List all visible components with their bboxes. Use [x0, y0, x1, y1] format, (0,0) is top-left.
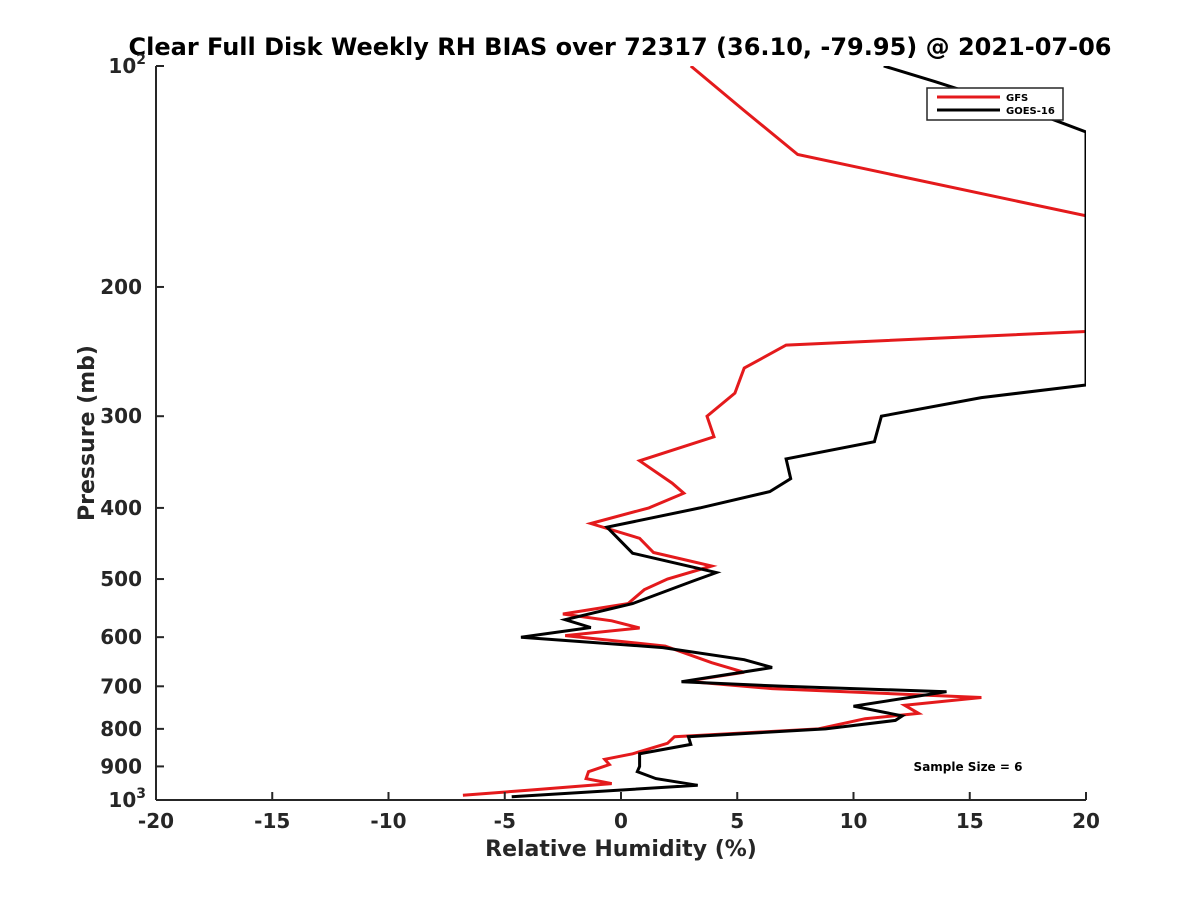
legend-label-goes-16: GOES-16: [1006, 106, 1055, 117]
y-tick-label: 400: [100, 496, 142, 520]
y-axis-ticks: 102 200 300 400 500 600 700 800 900 103: [100, 52, 164, 812]
x-tick-label: -15: [254, 809, 290, 833]
x-tick-label: -5: [494, 809, 516, 833]
x-tick-label: -20: [138, 809, 174, 833]
series-line-goes-16: [511, 66, 1086, 799]
x-tick-label: 15: [956, 809, 984, 833]
y-tick-label: 103: [108, 786, 146, 812]
x-tick-label: 5: [730, 809, 744, 833]
y-tick-label: 500: [100, 567, 142, 591]
legend: GFS GOES-16: [926, 87, 1064, 121]
y-tick-label: 102: [108, 52, 146, 78]
sample-size-annotation: Sample Size = 6: [914, 760, 1023, 774]
y-tick-label: 900: [100, 754, 142, 778]
plot-area: -20 -15 -10 -5 0 5 10 15 20 102 200 300 400 500 600 70…: [100, 52, 1100, 833]
y-tick-label: 300: [100, 404, 142, 428]
y-tick-label: 800: [100, 717, 142, 741]
y-tick-label: 700: [100, 674, 142, 698]
x-tick-label: -10: [370, 809, 406, 833]
x-tick-label: 10: [840, 809, 868, 833]
series-line-gfs: [462, 66, 1086, 797]
x-tick-label: 20: [1072, 809, 1100, 833]
chart-title: Clear Full Disk Weekly RH BIAS over 7231…: [129, 33, 1112, 61]
x-axis-ticks: -20 -15 -10 -5 0 5 10 15 20: [138, 792, 1100, 833]
legend-box: [926, 87, 1064, 121]
x-tick-label: 0: [614, 809, 628, 833]
legend-label-gfs: GFS: [1006, 93, 1028, 104]
y-axis-label: Pressure (mb): [75, 345, 100, 521]
y-tick-label: 600: [100, 625, 142, 649]
series-layer: [462, 66, 1086, 799]
y-tick-label: 200: [100, 275, 142, 299]
x-axis-label: Relative Humidity (%): [485, 837, 757, 862]
